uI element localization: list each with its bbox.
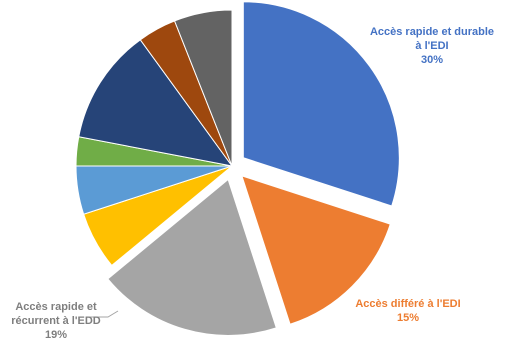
data-label-slice-1-value: 15% (396, 312, 420, 324)
data-label-slice-1: Accès différé à l'EDI 15% (346, 297, 470, 325)
pie-slice-2 (107, 178, 277, 336)
pie-slice-6 (78, 39, 234, 167)
data-label-slice-2-value: 19% (44, 329, 68, 341)
pie-slice-1 (241, 175, 391, 325)
data-label-slice-1-line-1: Accès différé à l'EDI (355, 298, 461, 310)
leader-line-slice-2 (88, 310, 119, 318)
data-label-slice-0-line-1: Accès rapide et durable (369, 26, 495, 38)
data-label-slice-2: Accès rapide et récurrent à l'EDD 19% (2, 300, 110, 342)
data-label-slice-2-line-2: récurrent à l'EDD (11, 315, 101, 327)
data-label-slice-0: Accès rapide et durable à l'EDI 30% (356, 25, 508, 67)
data-label-slice-2-line-1: Accès rapide et (15, 301, 97, 313)
data-label-slice-0-value: 30% (420, 54, 444, 66)
pie-slice-0 (242, 1, 400, 207)
data-label-slice-0-line-2: à l'EDI (415, 40, 449, 52)
pie-slice-8 (173, 9, 233, 167)
